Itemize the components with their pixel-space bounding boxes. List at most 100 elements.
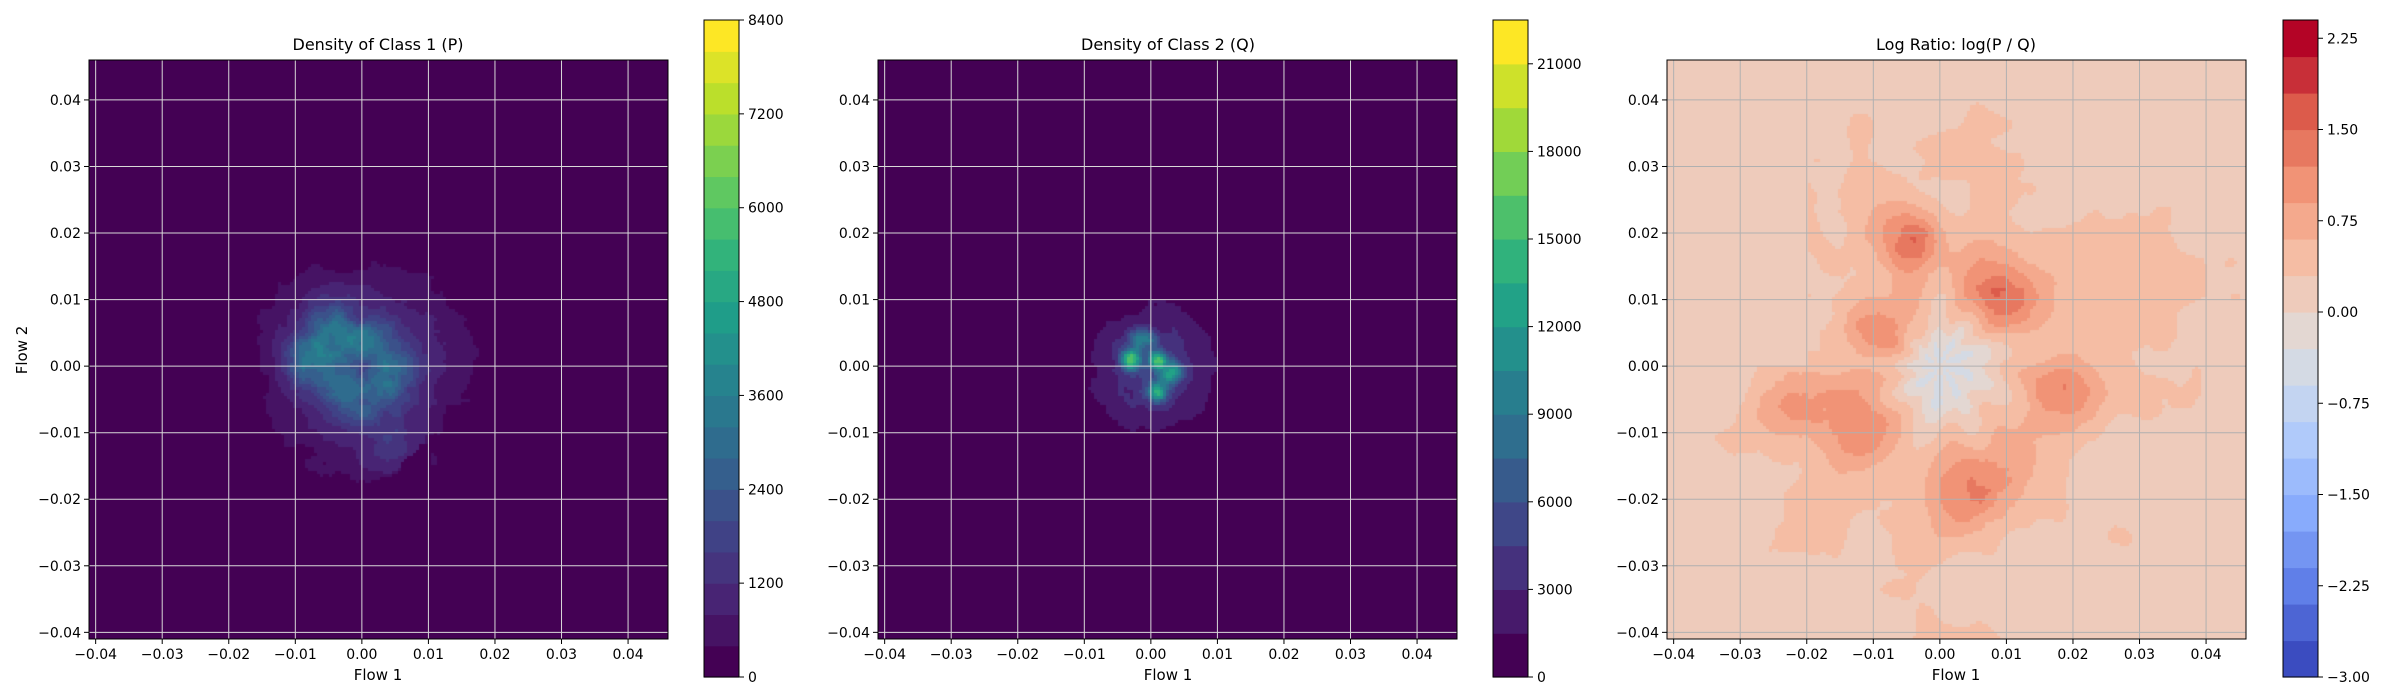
colorbar-level	[704, 551, 739, 584]
panel-1-y-ticks: −0.04 −0.03 −0.02 −0.01 0.00 0.01 0.02 0.03 0.04	[38, 93, 89, 641]
panel-1-grid	[89, 60, 668, 639]
colorbar-level	[2283, 640, 2318, 678]
colorbar-level	[1493, 239, 1528, 284]
colorbar-tick-label: 0	[1537, 670, 1546, 686]
colorbar-level	[1493, 501, 1528, 547]
colorbar-level	[704, 583, 739, 616]
y-tick-label: 0.04	[839, 93, 870, 109]
colorbar-tick-label: −0.75	[2327, 396, 2370, 412]
colorbar-tick-label: 12000	[1537, 320, 1582, 336]
colorbar-level	[704, 364, 739, 397]
panel-2-grid	[878, 60, 1457, 639]
panel-2-frame	[877, 59, 1458, 640]
colorbar-level	[704, 395, 739, 428]
colorbar-tick-label: 21000	[1537, 57, 1582, 73]
colorbar-level	[704, 614, 739, 647]
colorbar-level	[1493, 326, 1528, 371]
colorbar-tick-label: −1.50	[2327, 488, 2370, 504]
panel-1-frame	[88, 59, 669, 640]
colorbar-level	[2283, 348, 2318, 386]
x-tick-label: 0.04	[1401, 647, 1432, 663]
x-tick-label: 0.00	[1135, 647, 1166, 663]
y-tick-label: −0.01	[38, 426, 81, 442]
panel-1-title: Density of Class 1 (P)	[293, 35, 464, 54]
colorbar-level	[704, 113, 739, 146]
y-tick-label: 0.00	[839, 359, 870, 375]
colorbar-level	[704, 207, 739, 240]
colorbar-level	[704, 176, 739, 209]
x-tick-label: 0.01	[1991, 647, 2022, 663]
colorbar-level	[2283, 421, 2318, 459]
panel-3-y-ticks: −0.04 −0.03 −0.02 −0.01 0.00 0.01 0.02 0.03 0.04	[1616, 93, 1667, 641]
colorbar-level	[704, 145, 739, 178]
colorbar-level	[1493, 545, 1528, 590]
colorbar-level	[704, 458, 739, 490]
colorbar-level	[1493, 458, 1528, 503]
x-tick-label: −0.03	[930, 647, 973, 663]
colorbar-tick-label: 6000	[1537, 495, 1573, 511]
x-tick-label: −0.04	[1652, 647, 1695, 663]
x-tick-label: 0.00	[1924, 647, 1955, 663]
y-tick-label: −0.03	[38, 559, 81, 575]
panel-2-x-label: Flow 1	[1144, 666, 1193, 684]
panel-3-frame	[1666, 59, 2247, 640]
x-tick-label: −0.02	[996, 647, 1039, 663]
x-tick-label: 0.03	[1335, 647, 1366, 663]
y-tick-label: 0.01	[1628, 293, 1659, 309]
colorbar-level	[2283, 56, 2318, 94]
x-tick-label: 0.01	[1202, 647, 1233, 663]
y-tick-label: 0.03	[1628, 159, 1659, 175]
colorbar-frame	[703, 19, 740, 678]
panel-1-heatmap	[89, 60, 668, 639]
x-tick-label: 0.02	[479, 647, 510, 663]
colorbar-tick-label: 6000	[748, 201, 784, 217]
colorbar-level	[704, 51, 739, 84]
colorbar-tick-label: 15000	[1537, 232, 1582, 248]
colorbar-tick-label: 8400	[748, 13, 784, 29]
colorbar-level	[704, 270, 739, 303]
colorbar-level	[2283, 129, 2318, 167]
colorbar-level	[704, 332, 739, 365]
y-tick-label: 0.03	[839, 159, 870, 175]
y-tick-label: 0.02	[839, 226, 870, 242]
colorbar-level	[2283, 494, 2318, 532]
y-tick-label: −0.03	[1616, 559, 1659, 575]
colorbar-tick-label: 3000	[1537, 582, 1573, 598]
colorbar-level	[1493, 370, 1528, 415]
panel-2-y-ticks: −0.04 −0.03 −0.02 −0.01 0.00 0.01 0.02 0.03 0.04	[827, 93, 878, 641]
x-tick-label: −0.02	[207, 647, 250, 663]
colorbar-tick-label: 0.00	[2327, 305, 2358, 321]
x-tick-label: −0.04	[74, 647, 117, 663]
colorbar-level	[2283, 458, 2318, 496]
colorbar-level	[1493, 195, 1528, 240]
colorbar-tick-label: −2.25	[2327, 579, 2370, 595]
colorbar-tick-label: 2.25	[2327, 31, 2358, 47]
colorbar-frame	[2282, 19, 2319, 678]
y-tick-label: 0.03	[50, 159, 81, 175]
x-tick-label: 0.03	[546, 647, 577, 663]
colorbar-level	[2283, 202, 2318, 240]
colorbar-level	[2283, 93, 2318, 131]
colorbar-level	[2283, 312, 2318, 350]
panel-1-colorbar: 0 1200 2400 3600 4800 6000 7200 8400	[703, 13, 784, 686]
y-tick-label: 0.04	[1628, 93, 1659, 109]
y-tick-label: −0.04	[827, 625, 870, 641]
x-tick-label: 0.01	[413, 647, 444, 663]
colorbar-level	[1493, 414, 1528, 459]
y-tick-label: 0.01	[839, 293, 870, 309]
colorbar-level	[1493, 20, 1528, 65]
colorbar-level	[2283, 531, 2318, 569]
y-tick-label: 0.04	[50, 93, 81, 109]
y-tick-label: −0.02	[38, 492, 81, 508]
colorbar-tick-label: 2400	[748, 482, 784, 498]
x-tick-label: 0.03	[2124, 647, 2155, 663]
colorbar-level	[2283, 239, 2318, 277]
colorbar-level	[704, 82, 739, 115]
panel-3-title: Log Ratio: log(P / Q)	[1876, 35, 2036, 54]
x-tick-label: −0.03	[1719, 647, 1762, 663]
panel-2-colorbar: 0 3000 6000 9000 12000 15000 18000 21000	[1492, 19, 1582, 686]
y-tick-label: 0.00	[50, 359, 81, 375]
colorbar-tick-label: 1.50	[2327, 123, 2358, 139]
y-tick-label: 0.02	[1628, 226, 1659, 242]
